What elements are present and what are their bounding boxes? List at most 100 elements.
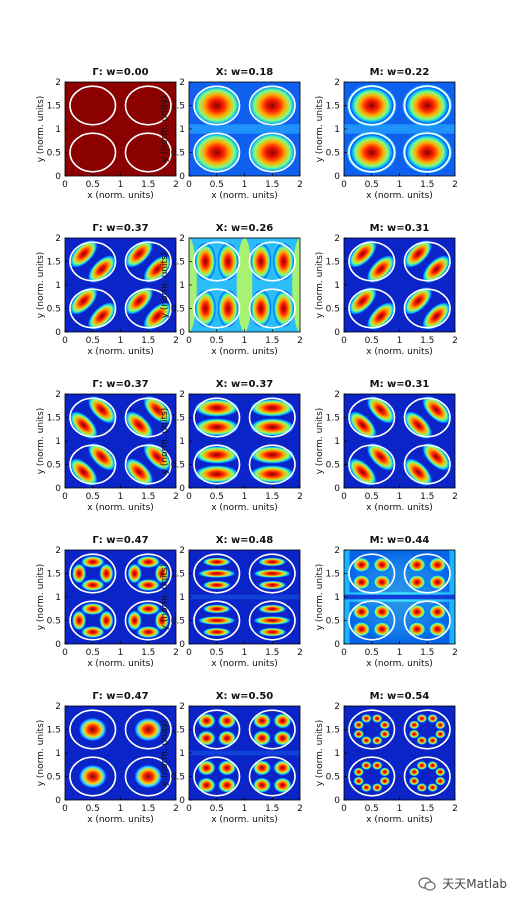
heatmap-area bbox=[189, 394, 300, 488]
x-tick-label: 1.5 bbox=[420, 180, 434, 190]
x-axis-label: x (norm. units) bbox=[211, 191, 278, 201]
subplot-title: X: w=0.37 bbox=[216, 379, 274, 390]
y-axis-label: y (norm. units) bbox=[160, 720, 170, 787]
y-tick-label: 1.5 bbox=[47, 570, 61, 580]
y-tick-label: 2 bbox=[55, 234, 61, 244]
field-lobe bbox=[405, 87, 449, 124]
field-lobe bbox=[248, 132, 297, 173]
subplot-6: M: w=0.31 0 0.5 1 1.5 2 0 0.5 1 1.5 2 x (norm. unit… bbox=[315, 223, 458, 357]
y-tick-label: 2 bbox=[334, 702, 340, 712]
field-lobe bbox=[195, 418, 239, 436]
field-lobe bbox=[81, 603, 105, 615]
subplot-title: Γ: w=0.47 bbox=[92, 535, 148, 546]
field-lobe bbox=[125, 287, 153, 315]
subplot-5: X: w=0.260 0.5 1 1.5 200.511.52x (norm. unit… bbox=[160, 223, 303, 357]
field-lobe bbox=[404, 287, 432, 315]
y-tick-label: 2 bbox=[334, 78, 340, 88]
y-tick-label: 1 bbox=[179, 437, 185, 447]
particle-outline bbox=[248, 241, 296, 282]
field-lobe bbox=[218, 777, 236, 793]
field-lobe bbox=[195, 243, 216, 280]
x-tick-label: 1.5 bbox=[141, 180, 155, 190]
field-lobe bbox=[72, 563, 86, 584]
heatmap-area bbox=[344, 394, 455, 488]
y-axis-label: y (norm. units) bbox=[315, 96, 325, 163]
field-lobe bbox=[409, 767, 420, 777]
field-lobe bbox=[125, 458, 153, 486]
particle-outline bbox=[193, 241, 241, 282]
particle-outline bbox=[248, 600, 296, 641]
particle-outline bbox=[348, 709, 396, 750]
field-lobe bbox=[361, 783, 372, 792]
field-lobe bbox=[428, 604, 447, 620]
field-lobe bbox=[409, 776, 420, 786]
y-tick-label: 1 bbox=[179, 125, 185, 135]
particle-outline bbox=[124, 756, 172, 797]
field-lobe bbox=[203, 604, 231, 614]
particle-outline bbox=[248, 85, 296, 126]
field-lobe bbox=[379, 776, 390, 786]
x-axis-label: x (norm. units) bbox=[87, 347, 154, 357]
y-tick-label: 1.5 bbox=[171, 258, 185, 268]
x-tick-label: 0 bbox=[341, 804, 347, 814]
field-lobe bbox=[143, 443, 171, 471]
x-tick-label: 1 bbox=[242, 492, 248, 502]
x-tick-label: 0 bbox=[341, 648, 347, 658]
y-tick-label: 0.5 bbox=[171, 461, 185, 471]
subplot-3: M: w=0.22 0 0.5 1 1.5 2 0 0.5 1 1.5 2 x (norm. unit… bbox=[315, 67, 458, 201]
x-axis-label: x (norm. units) bbox=[366, 347, 433, 357]
y-tick-label: 1 bbox=[179, 749, 185, 759]
field-lobe bbox=[203, 557, 231, 567]
field-lobe bbox=[408, 604, 426, 620]
x-tick-label: 0 bbox=[186, 648, 192, 658]
y-tick-label: 0.5 bbox=[171, 773, 185, 783]
particle-outline bbox=[348, 132, 396, 173]
field-lobe bbox=[99, 563, 114, 584]
particle-outline bbox=[348, 288, 396, 329]
y-tick-label: 2 bbox=[55, 546, 61, 556]
particle-outline bbox=[69, 553, 117, 594]
y-tick-label: 1.5 bbox=[47, 726, 61, 736]
y-tick-label: 0.5 bbox=[171, 617, 185, 627]
field-lobe bbox=[428, 557, 447, 573]
y-tick-label: 2 bbox=[55, 390, 61, 400]
heatmap-background bbox=[65, 550, 176, 644]
field-lobe bbox=[435, 720, 446, 730]
watermark-text: 天天Matlab bbox=[442, 877, 507, 891]
x-tick-label: 0 bbox=[186, 804, 192, 814]
field-lobe bbox=[273, 290, 294, 327]
field-lobe bbox=[143, 396, 171, 424]
field-lobe bbox=[367, 396, 395, 424]
particle-outline bbox=[69, 132, 117, 173]
y-tick-label: 1.5 bbox=[171, 726, 185, 736]
y-tick-label: 0 bbox=[55, 484, 61, 494]
x-tick-label: 2 bbox=[173, 804, 179, 814]
y-tick-label: 1 bbox=[334, 281, 340, 291]
y-tick-label: 1.5 bbox=[326, 102, 340, 112]
x-tick-label: 1.5 bbox=[265, 804, 279, 814]
y-tick-label: 0.5 bbox=[326, 617, 340, 627]
heatmap-area bbox=[344, 706, 455, 800]
x-tick-label: 2 bbox=[297, 648, 303, 658]
particle-outline bbox=[124, 553, 172, 594]
subplot-1: Γ: w=0.00 0 0.5 1 1.5 2 0 0.5 1 1.5 2 x (norm. unit… bbox=[36, 67, 179, 201]
field-lobe bbox=[70, 458, 98, 486]
subplot-title: Γ: w=0.37 bbox=[92, 223, 148, 234]
y-tick-label: 1.5 bbox=[326, 258, 340, 268]
x-tick-label: 0 bbox=[62, 180, 68, 190]
particle-outline bbox=[248, 288, 296, 329]
heatmap-area bbox=[65, 550, 176, 644]
x-tick-label: 0 bbox=[186, 336, 192, 346]
subplot-title: M: w=0.22 bbox=[370, 67, 430, 78]
x-tick-label: 2 bbox=[452, 180, 458, 190]
field-lobe bbox=[248, 85, 297, 126]
field-lobe bbox=[408, 621, 426, 637]
field-lobe bbox=[195, 465, 239, 483]
field-lobe bbox=[203, 627, 231, 637]
y-tick-label: 2 bbox=[55, 702, 61, 712]
field-lobe bbox=[70, 411, 98, 439]
field-lobe bbox=[250, 446, 294, 464]
x-tick-label: 0.5 bbox=[210, 336, 224, 346]
field-lobe bbox=[72, 610, 86, 631]
x-axis-label: x (norm. units) bbox=[87, 191, 154, 201]
